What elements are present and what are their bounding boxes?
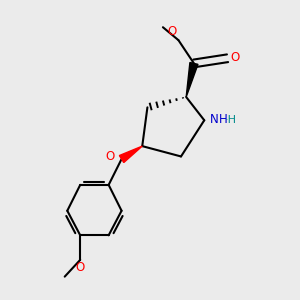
Text: O: O (106, 150, 115, 163)
Text: N: N (210, 113, 219, 126)
Text: O: O (167, 25, 176, 38)
Text: H: H (219, 113, 228, 126)
Text: ·H: ·H (225, 115, 237, 125)
Text: O: O (76, 261, 85, 274)
Polygon shape (186, 62, 198, 97)
Text: O: O (230, 51, 239, 64)
Polygon shape (119, 146, 142, 163)
